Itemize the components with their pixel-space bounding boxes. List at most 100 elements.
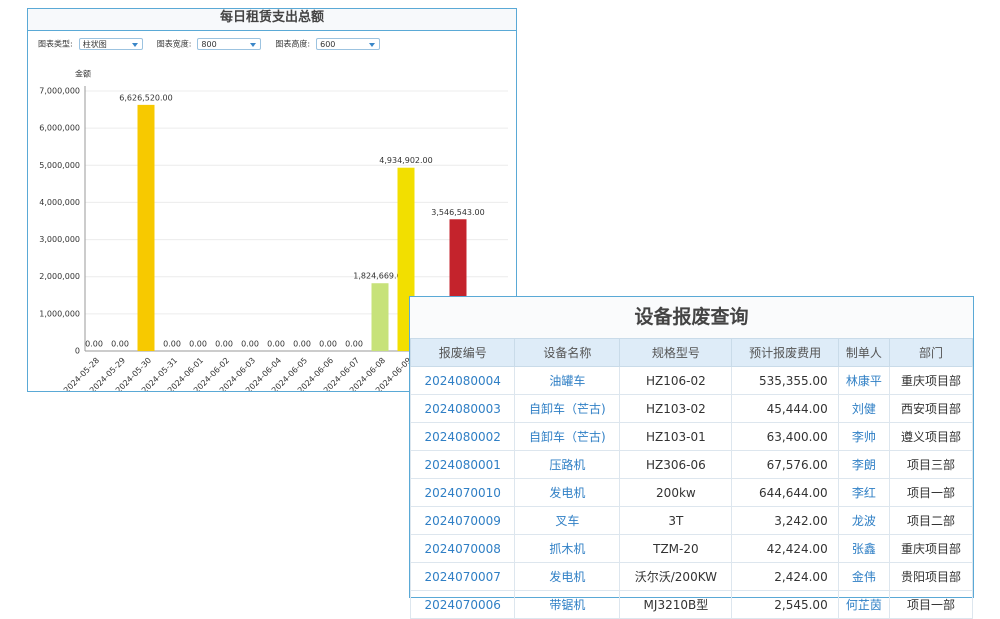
- table-row: 2024080004 油罐车 HZ106-02 535,355.00 林康平 重庆项目部: [409, 366, 973, 395]
- data-label: 4,934,902.00: [379, 156, 432, 165]
- chart-title: 每日租赁支出总额: [28, 9, 516, 31]
- table-cell[interactable]: 2024070008: [409, 534, 516, 563]
- data-label: 0.00: [163, 340, 181, 349]
- table-cell: 何芷茵: [837, 590, 891, 619]
- table-cell: 42,424.00: [731, 534, 839, 563]
- table-cell: 李朗: [837, 450, 891, 479]
- table-cell: TZM-20: [619, 534, 733, 563]
- table-cell: HZ103-02: [619, 394, 733, 423]
- table-cell[interactable]: 2024080004: [409, 366, 516, 395]
- table-cell: 2,424.00: [731, 562, 839, 591]
- table-cell: 535,355.00: [731, 366, 839, 395]
- table-cell: 67,576.00: [731, 450, 839, 479]
- select[interactable]: 800: [197, 38, 262, 50]
- column-header: 规格型号: [619, 338, 733, 367]
- page: 每日租赁支出总额 图表类型: 柱状图 图表宽度: 800 图表高度: 600 金额 0 1,0…: [27, 8, 974, 619]
- table-row: 2024080001 压路机 HZ306-06 67,576.00 李朗 项目三部: [409, 450, 973, 479]
- chart: 金额 0 1,000,000 2,000,000 3,000,000 4,000,000 5…: [39, 69, 508, 391]
- table-cell: 63,400.00: [731, 422, 839, 451]
- table-cell[interactable]: 2024070007: [409, 562, 516, 591]
- table-cell: 2,545.00: [731, 590, 839, 619]
- table-cell: 刘健: [837, 394, 891, 423]
- table-cell: 贵阳项目部: [889, 562, 973, 591]
- bar: [371, 283, 389, 351]
- table-cell: 抓木机: [514, 534, 621, 563]
- table-row: 2024070010 发电机 200kw 644,644.00 李红 项目一部: [409, 478, 973, 507]
- y-tick-label: 5,000,000: [39, 161, 80, 170]
- select[interactable]: 柱状图: [78, 38, 143, 50]
- data-label: 3,546,543.00: [431, 208, 484, 217]
- controls: 图表类型: 柱状图 图表宽度: 800 图表高度: 600: [38, 38, 381, 50]
- data-label: 0.00: [85, 340, 103, 349]
- table-row: 2024080002 自卸车（芒古) HZ103-01 63,400.00 李帅 遵义项目…: [409, 422, 973, 451]
- control: 图表类型: 柱状图: [38, 38, 143, 50]
- table-cell: 644,644.00: [731, 478, 839, 507]
- table-cell: 项目一部: [889, 590, 973, 619]
- table-cell: 沃尔沃/200KW: [619, 562, 733, 591]
- table-row: 2024070006 带锯机 MJ3210B型 2,545.00 何芷茵 项目一部: [409, 590, 973, 619]
- table-cell: 林康平: [837, 366, 891, 395]
- control-label: 图表宽度:: [156, 39, 192, 49]
- y-tick-label: 3,000,000: [39, 235, 80, 244]
- table-cell[interactable]: 2024070010: [409, 478, 516, 507]
- table-cell: 200kw: [619, 478, 733, 507]
- table: 报废编号 设备名称 规格型号 预计报废费用 制单人 部门 2024080004 油罐车 HZ10…: [409, 338, 973, 619]
- table-row: 2024080003 自卸车（芒古) HZ103-02 45,444.00 刘健 西安项目…: [409, 394, 973, 423]
- data-label: 0.00: [189, 340, 207, 349]
- control: 图表高度: 600: [275, 38, 381, 50]
- table-cell: 45,444.00: [731, 394, 839, 423]
- table-cell: 带锯机: [514, 590, 621, 619]
- table-cell: 金伟: [837, 562, 891, 591]
- control-label: 图表类型:: [38, 39, 73, 49]
- table-cell: 龙波: [837, 506, 891, 535]
- y-tick-label: 0: [75, 347, 80, 356]
- table-cell: 张鑫: [837, 534, 891, 563]
- table-cell: 压路机: [514, 450, 621, 479]
- control: 图表宽度: 800: [157, 38, 262, 50]
- column-header: 报废编号: [409, 338, 516, 367]
- table-cell: 3T: [619, 506, 733, 535]
- table-cell: HZ103-01: [619, 422, 733, 451]
- table-row: 2024070009 叉车 3T 3,242.00 龙波 项目二部: [409, 506, 973, 535]
- table-panel: 设备报废查询 报废编号 设备名称 规格型号 预计报废费用 制单人 部门 2024080004…: [409, 296, 974, 619]
- table-cell[interactable]: 2024080003: [409, 394, 516, 423]
- table-cell: 遵义项目部: [889, 422, 973, 451]
- table-cell: 项目二部: [889, 506, 973, 535]
- data-label: 0.00: [215, 340, 233, 349]
- column-header: 部门: [889, 338, 973, 367]
- y-tick-label: 1,000,000: [39, 309, 80, 318]
- select[interactable]: 600: [316, 38, 381, 50]
- table-cell[interactable]: 2024080001: [409, 450, 516, 479]
- table-cell: 李红: [837, 478, 891, 507]
- data-label: 1,824,669.00: [353, 272, 406, 281]
- table-cell[interactable]: 2024080002: [409, 422, 516, 451]
- table-cell: 发电机: [514, 562, 621, 591]
- data-label: 6,626,520.00: [119, 93, 172, 102]
- table-cell: 发电机: [514, 478, 621, 507]
- y-tick-label: 6,000,000: [39, 124, 80, 133]
- data-label: 0.00: [267, 340, 285, 349]
- table-title: 设备报废查询: [410, 297, 973, 338]
- data-label: 0.00: [345, 340, 363, 349]
- table-cell: 西安项目部: [889, 394, 973, 423]
- y-tick-label: 4,000,000: [39, 198, 80, 207]
- table-cell[interactable]: 2024070009: [409, 506, 516, 535]
- table-cell: HZ306-06: [619, 450, 733, 479]
- table-cell: 项目一部: [889, 478, 973, 507]
- table-cell: 油罐车: [514, 366, 621, 395]
- table-row: 2024070007 发电机 沃尔沃/200KW 2,424.00 金伟 贵阳项目部: [409, 562, 973, 591]
- y-tick-label: 2,000,000: [39, 272, 80, 281]
- table-cell: 自卸车（芒古): [514, 394, 621, 423]
- bar: [137, 104, 155, 351]
- table-cell[interactable]: 2024070006: [409, 590, 516, 619]
- table-cell: 3,242.00: [731, 506, 839, 535]
- data-label: 0.00: [111, 340, 129, 349]
- table-cell: 叉车: [514, 506, 621, 535]
- table-cell: 项目三部: [889, 450, 973, 479]
- column-header: 预计报废费用: [731, 338, 839, 367]
- table-cell: 重庆项目部: [889, 366, 973, 395]
- data-label: 0.00: [319, 340, 337, 349]
- table-row: 2024070008 抓木机 TZM-20 42,424.00 张鑫 重庆项目部: [409, 534, 973, 563]
- data-label: 0.00: [241, 340, 259, 349]
- y-axis-label: 金额: [75, 69, 91, 79]
